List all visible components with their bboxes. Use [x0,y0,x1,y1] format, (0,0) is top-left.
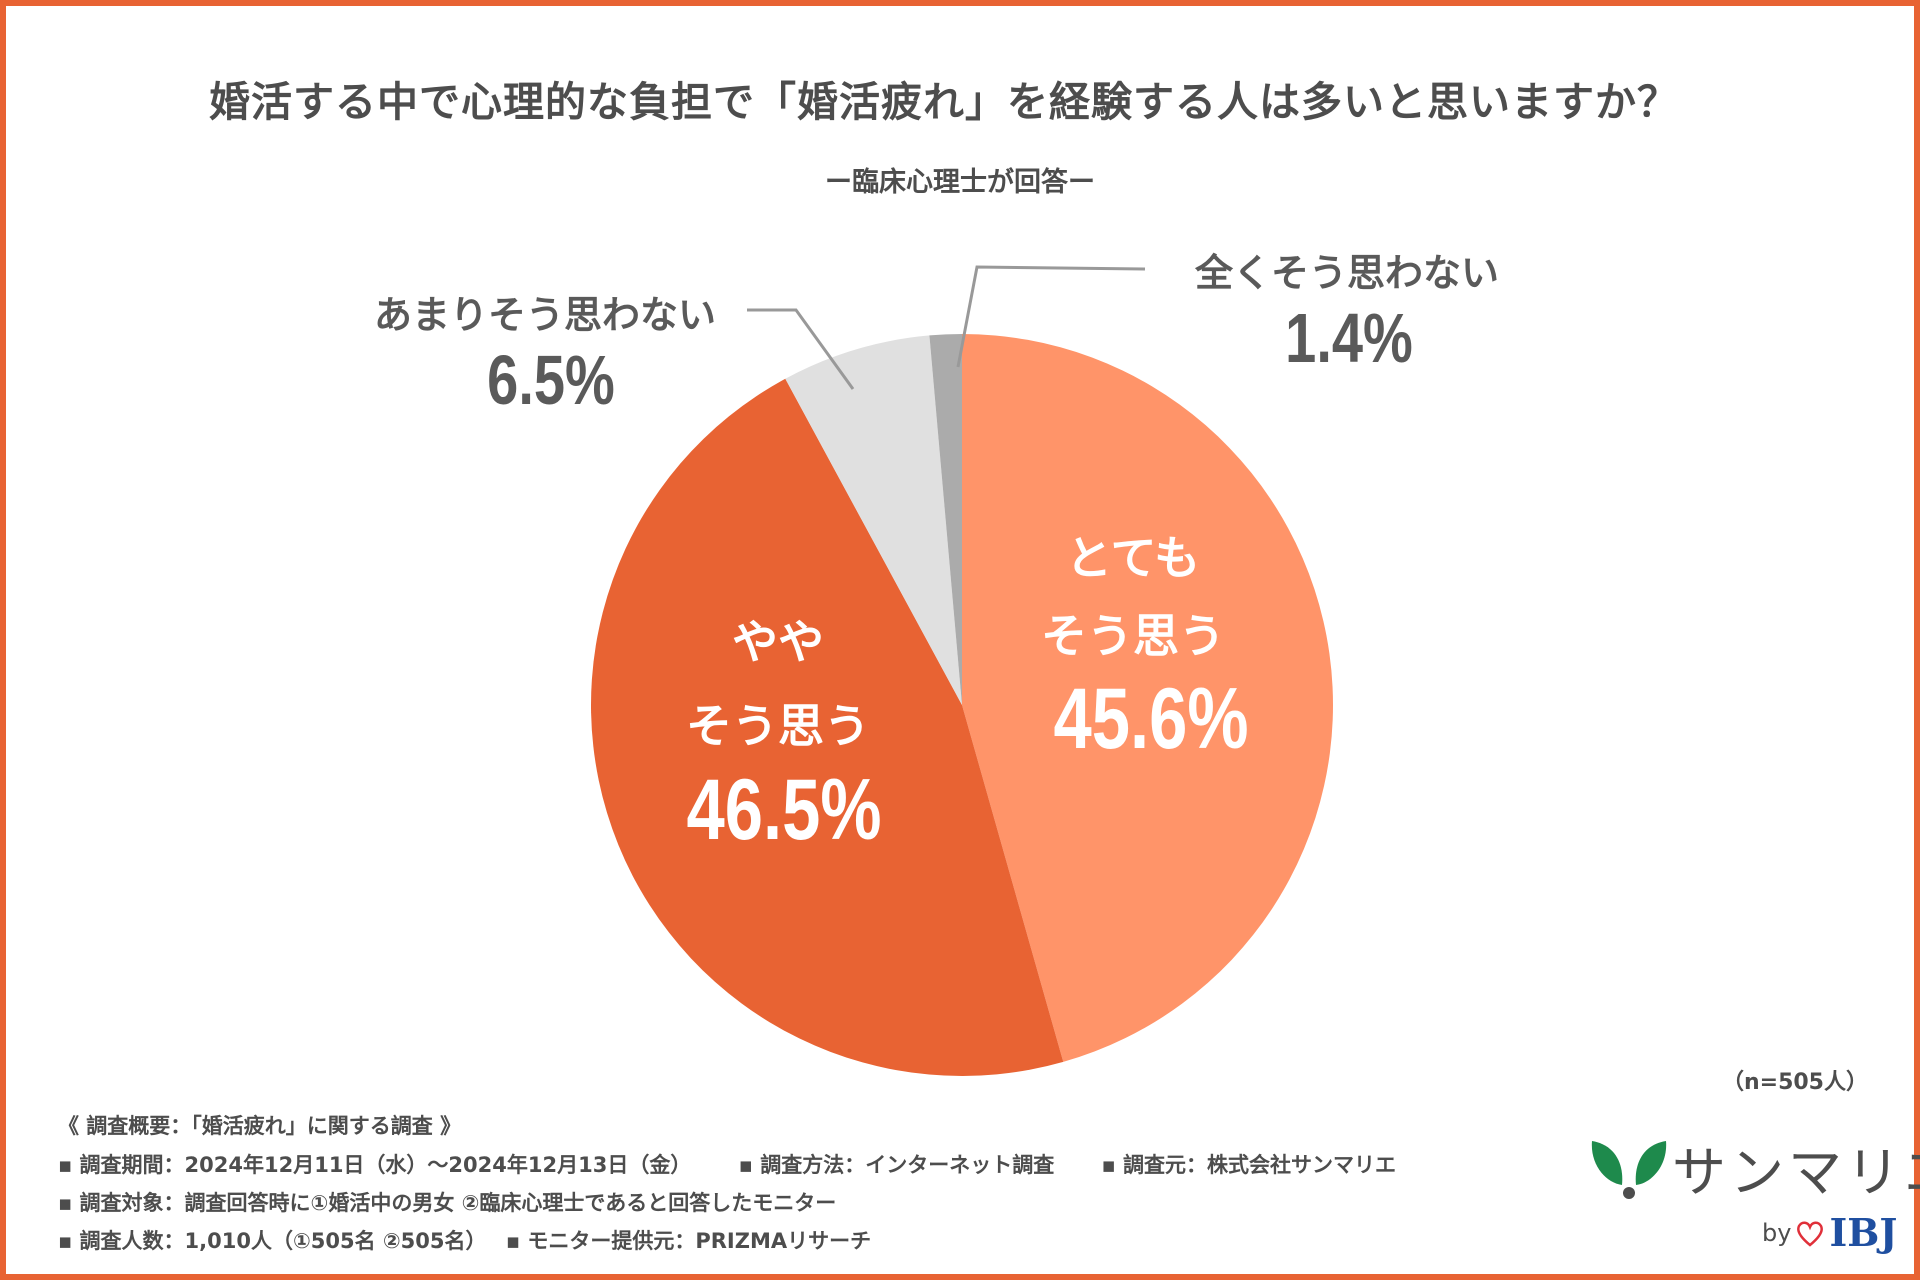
pie-slice-2 [785,335,962,705]
by-text: by [1762,1218,1792,1247]
slice-label-somewhat-line1: やや [732,615,824,669]
slice-value-very: 45.6% [1053,671,1249,767]
footer-heading: 《 調査概要：「婚活疲れ」に関する調査 》 [58,1114,462,1138]
leader-line-rarely [747,308,855,390]
sanmarie-logo: サンマリエ [1586,1128,1920,1207]
slice-value-rarely: 6.5% [487,341,615,419]
pie-slice-0 [962,334,1333,1062]
heart-icon [1797,1221,1824,1247]
slice-label-somewhat-line2: そう思う [686,699,870,753]
slice-label-very-line2: そう思う [1041,609,1225,663]
chart-subtitle: ー臨床心理士が回答ー [825,167,1095,198]
slice-label-very-line1: とても [1065,531,1201,585]
pie-slice-1 [591,378,1064,1076]
slice-value-somewhat: 46.5% [686,762,882,858]
chart-title: 婚活する中で心理的な負担で「婚活疲れ」を経験する人は多いと思いますか？ [209,78,1679,126]
slice-label-not-at-all: 全くそう思わない [1194,251,1500,295]
pie-slice-3 [929,334,962,705]
by-ibj: by IBJ [1762,1210,1897,1255]
leader-line-not-at-all [956,265,1146,368]
survey-period: ▪ 調査期間：2024年12月11日（水）～2024年12月13日（金） [58,1153,692,1177]
sample-size: （n=505人） [1721,1070,1868,1095]
slice-label-rarely: あまりそう思わない [373,293,717,337]
survey-count: ▪ 調査人数：1,010人（①505名 ②505名） [58,1229,487,1253]
leaf-logo-icon [1591,1140,1667,1199]
monitor-provider: ▪ モニター提供元：PRIZMAリサーチ [505,1229,872,1253]
ibj-text: IBJ [1829,1210,1898,1255]
survey-target: ▪ 調査対象：調査回答時に①婚活中の男女 ②臨床心理士であると回答したモニター [58,1191,837,1215]
logo-text: サンマリエ [1672,1141,1920,1204]
footer-line3: ▪ 調査人数：1,010人（①505名 ②505名） ▪ モニター提供元：PRI… [58,1225,911,1255]
slice-value-not-at-all: 1.4% [1285,299,1413,377]
survey-source: ▪ 調査元：株式会社サンマリエ [1101,1153,1397,1177]
footer-line1: ▪ 調査期間：2024年12月11日（水）～2024年12月13日（金） ▪ 調… [58,1149,1436,1179]
survey-method: ▪ 調査方法：インターネット調査 [738,1153,1055,1177]
